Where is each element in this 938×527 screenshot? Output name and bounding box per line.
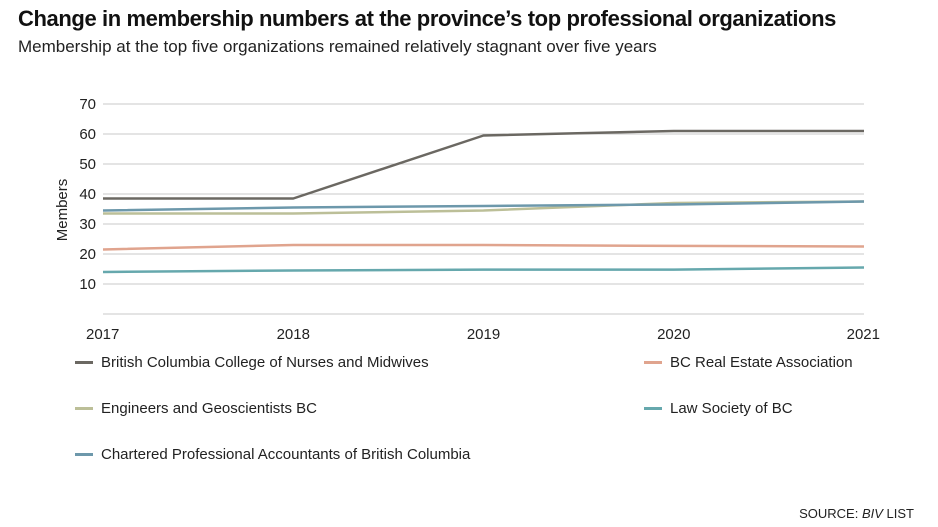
source-prefix: SOURCE:	[799, 506, 862, 521]
legend-item: Law Society of BC	[644, 400, 793, 417]
legend-label: British Columbia College of Nurses and M…	[101, 354, 429, 371]
legend-swatch	[644, 361, 662, 364]
legend-label: BC Real Estate Association	[670, 354, 853, 371]
x-tick-label: 2017	[86, 326, 119, 343]
chart-title: Change in membership numbers at the prov…	[18, 6, 836, 31]
legend-item: Engineers and Geoscientists BC	[75, 400, 317, 417]
legend-swatch	[644, 407, 662, 410]
legend-swatch	[75, 453, 93, 456]
y-tick-label: 50	[79, 156, 96, 173]
x-tick-label: 2018	[277, 326, 310, 343]
series-line-4	[102, 200, 865, 212]
series-line-3	[102, 266, 865, 274]
legend-label: Law Society of BC	[670, 400, 793, 417]
x-tick-label: 2020	[657, 326, 690, 343]
y-tick-label: 70	[79, 96, 96, 113]
y-tick-label: 40	[79, 186, 96, 203]
series-line-1	[102, 243, 865, 251]
y-tick-label: 10	[79, 276, 96, 293]
legend-item: British Columbia College of Nurses and M…	[75, 354, 429, 371]
source-note: SOURCE: BIV LIST	[799, 506, 914, 521]
legend-item: BC Real Estate Association	[644, 354, 853, 371]
legend-label: Chartered Professional Accountants of Br…	[101, 446, 471, 463]
chart-subtitle: Membership at the top five organizations…	[18, 37, 657, 56]
source-italic: BIV	[861, 506, 883, 521]
legend-swatch	[75, 361, 93, 364]
legend-item: Chartered Professional Accountants of Br…	[75, 446, 470, 463]
y-tick-label: 60	[79, 126, 96, 143]
y-tick-label: 30	[79, 216, 96, 233]
x-tick-label: 2019	[467, 326, 500, 343]
series-line-0	[103, 129, 864, 200]
x-tick-label: 2021	[847, 326, 880, 343]
legend-label: Engineers and Geoscientists BC	[101, 400, 317, 417]
source-suffix: LIST	[882, 506, 914, 521]
y-tick-label: 20	[79, 246, 96, 263]
legend-swatch	[75, 407, 93, 410]
y-axis-label: Members	[54, 179, 71, 242]
